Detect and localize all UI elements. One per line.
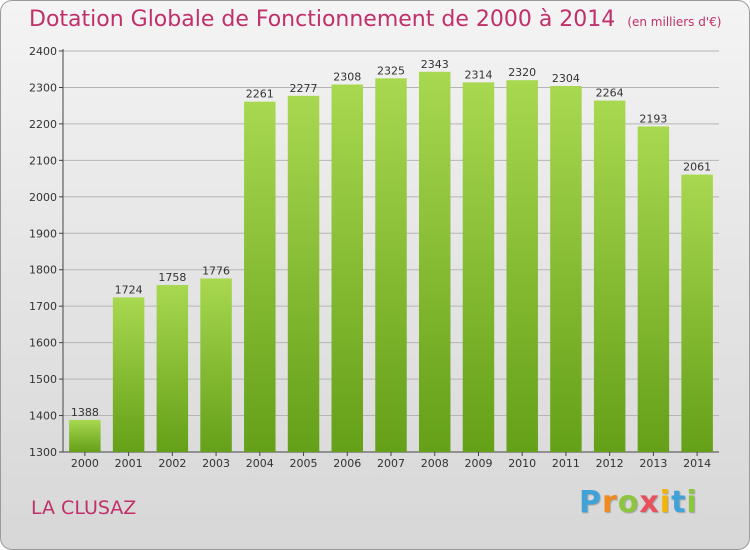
data-label: 2314 (464, 68, 492, 81)
logo-letter: i (686, 485, 698, 520)
data-label: 2061 (683, 161, 711, 174)
x-tick-label: 2010 (508, 457, 536, 470)
bar (593, 100, 626, 452)
y-tick-label: 2000 (29, 191, 57, 204)
y-tick-label: 1700 (29, 300, 57, 313)
bar (375, 78, 407, 452)
x-tick-label: 2011 (552, 457, 580, 470)
data-label: 2304 (552, 72, 580, 85)
y-tick-label: 2400 (29, 45, 57, 58)
y-tick-label: 1400 (29, 410, 57, 423)
bar (637, 126, 670, 452)
x-tick-label: 2002 (158, 457, 186, 470)
logo-letter: P (579, 485, 602, 520)
y-tick-label: 1500 (29, 373, 57, 386)
x-tick-label: 2014 (683, 457, 711, 470)
chart-title-text: Dotation Globale de Fonctionnement de 20… (29, 7, 616, 32)
proxiti-logo[interactable]: Proxiti (579, 485, 698, 520)
data-label: 2343 (421, 58, 449, 71)
data-label: 2325 (377, 64, 405, 77)
y-tick-label: 1800 (29, 264, 57, 277)
y-tick-label: 2200 (29, 118, 57, 131)
x-tick-label: 2013 (639, 457, 667, 470)
x-tick-label: 2008 (421, 457, 449, 470)
bar (200, 278, 232, 452)
x-tick-label: 2007 (377, 457, 405, 470)
bar (112, 297, 145, 452)
data-label: 2320 (508, 66, 536, 79)
bar (681, 174, 713, 452)
bar (69, 419, 101, 452)
y-tick-label: 1300 (29, 446, 57, 459)
bar (156, 285, 189, 452)
x-tick-label: 2001 (115, 457, 143, 470)
data-label: 1776 (202, 264, 230, 277)
bar (244, 101, 276, 453)
commune-name: LA CLUSAZ (31, 497, 137, 519)
data-label: 1388 (71, 406, 99, 419)
bar (462, 82, 495, 453)
y-tick-label: 1600 (29, 337, 57, 350)
y-tick-label: 2300 (29, 81, 57, 94)
logo-letter: x (639, 485, 660, 520)
x-tick-label: 2009 (464, 457, 492, 470)
x-tick-label: 2004 (246, 457, 274, 470)
x-tick-label: 2003 (202, 457, 230, 470)
data-label: 2264 (596, 87, 624, 100)
data-label: 2261 (246, 88, 274, 101)
logo-letter: i (659, 485, 672, 520)
y-tick-label: 2100 (29, 154, 57, 167)
data-label: 2277 (290, 82, 318, 95)
bar (550, 85, 582, 452)
data-label: 1724 (115, 283, 143, 296)
bar (287, 95, 320, 453)
x-tick-label: 2006 (333, 457, 361, 470)
x-tick-label: 2012 (596, 457, 624, 470)
unit-label: (en milliers d'€) (627, 15, 722, 29)
y-tick-label: 1900 (29, 227, 57, 240)
data-label: 2193 (639, 112, 667, 125)
bar (418, 71, 451, 453)
data-label: 1758 (158, 271, 186, 284)
logo-letter: o (617, 485, 640, 520)
labels: 1388 2000 1724 2001 1758 2002 1776 2003 2261 2004… (71, 58, 711, 470)
data-label: 2308 (333, 71, 361, 84)
bars (69, 71, 713, 453)
logo-letter: r (602, 485, 618, 520)
bar (506, 80, 538, 452)
x-tick-label: 2000 (71, 457, 99, 470)
x-tick-label: 2005 (290, 457, 318, 470)
chart-title: Dotation Globale de Fonctionnement de 20… (29, 7, 721, 32)
logo-letter: t (671, 485, 687, 520)
bar (331, 84, 364, 453)
